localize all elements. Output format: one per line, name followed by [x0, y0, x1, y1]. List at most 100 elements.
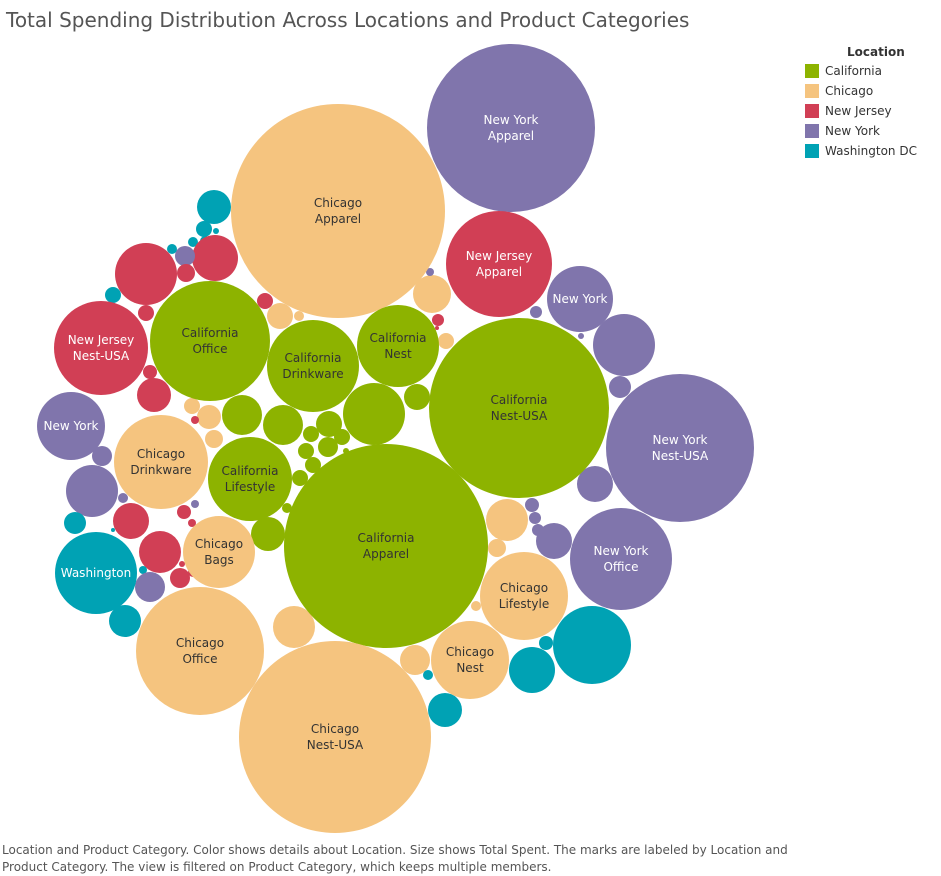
bubble-mark[interactable] [111, 528, 115, 532]
bubble-mark[interactable] [118, 493, 128, 503]
bubble-mark[interactable] [593, 314, 655, 376]
bubble-mark[interactable] [191, 416, 199, 424]
bubble-mark[interactable] [213, 228, 219, 234]
bubble-mark[interactable] [138, 305, 154, 321]
bubble-mark[interactable] [471, 601, 481, 611]
bubble-mark[interactable] [400, 645, 430, 675]
bubble-mark[interactable] [196, 221, 212, 237]
bubble-mark[interactable] [37, 392, 105, 460]
bubble-mark[interactable] [577, 466, 613, 502]
bubble-mark[interactable] [429, 318, 609, 498]
bubble-mark[interactable] [488, 539, 506, 557]
bubble-mark[interactable] [294, 311, 304, 321]
bubble-mark[interactable] [251, 517, 285, 551]
bubble-mark[interactable] [177, 264, 195, 282]
bubble-mark[interactable] [431, 621, 509, 699]
bubble-mark[interactable] [179, 561, 185, 567]
legend-label: Chicago [825, 84, 874, 98]
bubble-mark[interactable] [578, 333, 584, 339]
bubble-mark[interactable] [318, 437, 338, 457]
bubble-mark[interactable] [188, 237, 198, 247]
bubble-mark[interactable] [609, 376, 631, 398]
bubble-mark[interactable] [404, 384, 430, 410]
bubble-mark[interactable] [426, 268, 434, 276]
bubble-mark[interactable] [137, 378, 171, 412]
bubble-mark[interactable] [167, 244, 177, 254]
bubble-mark[interactable] [105, 287, 121, 303]
bubble-mark[interactable] [525, 498, 539, 512]
bubble-mark[interactable] [446, 211, 552, 317]
bubble-mark[interactable] [570, 508, 672, 610]
bubble-mark[interactable] [282, 503, 292, 513]
bubble-mark[interactable] [135, 572, 165, 602]
bubble-mark[interactable] [139, 531, 181, 573]
bubble-mark[interactable] [92, 446, 112, 466]
bubble-mark[interactable] [435, 326, 439, 330]
bubble-mark[interactable] [267, 303, 293, 329]
bubble-mark[interactable] [222, 395, 262, 435]
bubble-mark[interactable] [136, 587, 264, 715]
legend-item[interactable]: Chicago [805, 81, 917, 101]
bubble-mark[interactable] [486, 499, 528, 541]
bubble-mark[interactable] [303, 426, 319, 442]
bubble-mark[interactable] [113, 503, 149, 539]
bubble-mark[interactable] [109, 605, 141, 637]
bubble-mark[interactable] [239, 641, 431, 833]
bubble-mark[interactable] [55, 532, 137, 614]
bubble-mark[interactable] [292, 470, 308, 486]
bubble-mark[interactable] [480, 552, 568, 640]
bubble-mark[interactable] [316, 411, 342, 437]
bubble-mark[interactable] [263, 405, 303, 445]
bubble-mark[interactable] [529, 512, 541, 524]
bubble-mark[interactable] [606, 374, 754, 522]
bubble-mark[interactable] [191, 500, 199, 508]
bubble-mark[interactable] [54, 301, 148, 395]
bubble-mark[interactable] [175, 246, 195, 266]
bubble-mark[interactable] [539, 636, 553, 650]
bubble-mark[interactable] [205, 430, 223, 448]
bubble-mark[interactable] [509, 647, 555, 693]
bubble-label: Chicago [195, 537, 243, 551]
bubble-mark[interactable] [553, 606, 631, 684]
bubble-mark[interactable] [284, 444, 488, 648]
bubble-mark[interactable] [257, 293, 273, 309]
bubble-mark[interactable] [530, 306, 542, 318]
bubble-mark[interactable] [334, 429, 350, 445]
bubble-mark[interactable] [170, 568, 190, 588]
bubble-mark[interactable] [547, 266, 613, 332]
bubble-mark[interactable] [432, 314, 444, 326]
bubble-mark[interactable] [357, 305, 439, 387]
bubble-mark[interactable] [298, 443, 314, 459]
legend-item[interactable]: New Jersey [805, 101, 917, 121]
bubble-mark[interactable] [150, 281, 270, 401]
bubble-mark[interactable] [143, 365, 157, 379]
bubble-mark[interactable] [192, 235, 238, 281]
bubble-mark[interactable] [413, 275, 451, 313]
bubble-mark[interactable] [343, 383, 405, 445]
bubble-mark[interactable] [188, 519, 196, 527]
bubble-mark[interactable] [64, 512, 86, 534]
legend-item[interactable]: New York [805, 121, 917, 141]
bubble-mark[interactable] [427, 44, 595, 212]
bubble-mark[interactable] [66, 465, 118, 517]
bubble-mark[interactable] [115, 243, 177, 305]
legend-item[interactable]: California [805, 61, 917, 81]
bubble-mark[interactable] [438, 333, 454, 349]
bubble-mark[interactable] [423, 670, 433, 680]
bubble-mark[interactable] [231, 104, 445, 318]
bubble-mark[interactable] [428, 693, 462, 727]
bubble-mark[interactable] [273, 606, 315, 648]
bubble-mark[interactable] [197, 405, 221, 429]
bubble-mark[interactable] [139, 566, 147, 574]
legend-item[interactable]: Washington DC [805, 141, 917, 161]
bubble-mark[interactable] [184, 398, 200, 414]
bubble-mark[interactable] [536, 523, 572, 559]
legend-label: New York [825, 124, 880, 138]
bubble-mark[interactable] [267, 320, 359, 412]
bubble-mark[interactable] [177, 505, 191, 519]
bubble-mark[interactable] [114, 415, 208, 509]
bubble-mark[interactable] [208, 437, 292, 521]
bubble-mark[interactable] [305, 457, 321, 473]
bubble-mark[interactable] [197, 190, 231, 224]
bubble-mark[interactable] [183, 516, 255, 588]
